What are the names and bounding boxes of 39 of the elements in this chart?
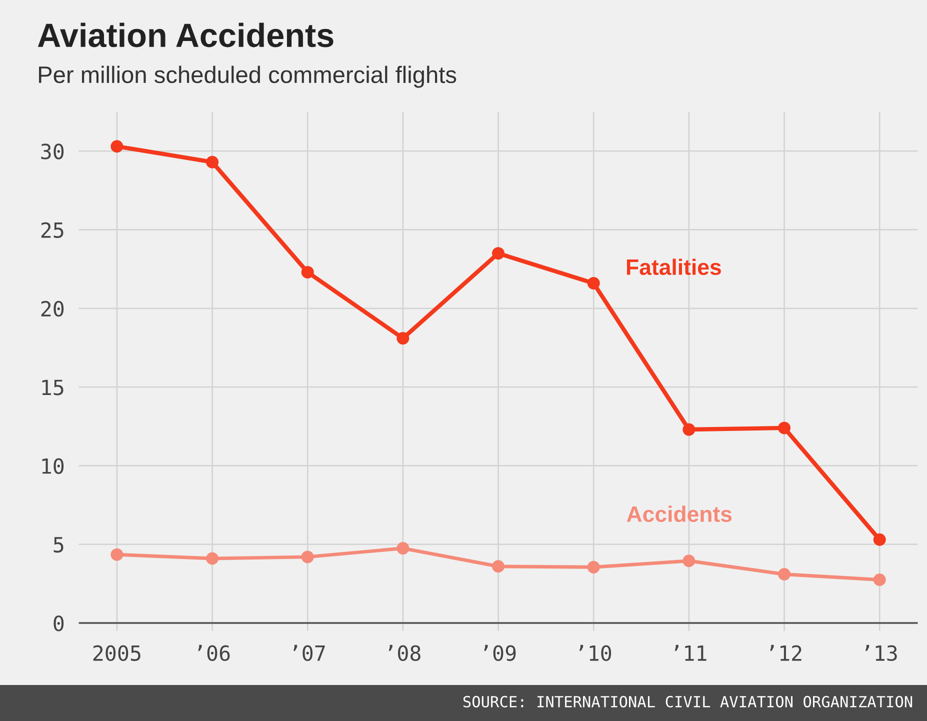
x-tick-label: ’06 — [198, 644, 230, 661]
y-tick-label: 20 — [41, 300, 64, 317]
y-tick-label: 10 — [42, 458, 64, 474]
x-tick-label: ’13 — [865, 644, 897, 661]
x-tick-label: ’07 — [293, 644, 325, 661]
x-tick-label: ’12 — [770, 644, 802, 661]
source-note: SOURCE: INTERNATIONAL CIVIL AVIATION ORGANIZATION — [463, 696, 912, 708]
x-tick-label: ’09 — [484, 644, 516, 661]
point — [492, 560, 505, 573]
point — [873, 533, 886, 546]
x-tick-label: ’08 — [388, 644, 420, 661]
point — [206, 156, 219, 168]
series-label: Fatalities — [627, 258, 721, 276]
y-tick-label: 25 — [41, 222, 64, 238]
point — [873, 574, 886, 586]
point — [682, 554, 696, 568]
x-tick-label: ’10 — [579, 644, 612, 661]
point — [778, 422, 791, 434]
x-tick-label: 2005 — [93, 645, 140, 661]
point — [587, 276, 600, 290]
x-tick-label: ’11 — [674, 644, 706, 661]
point — [396, 542, 410, 555]
point — [301, 550, 314, 564]
point — [206, 552, 219, 565]
point — [110, 140, 124, 153]
point — [682, 423, 696, 436]
y-tick-label: 0 — [54, 616, 64, 632]
point — [587, 560, 600, 574]
point — [778, 568, 791, 580]
point — [110, 548, 124, 561]
chart-subtitle: Per million scheduled commercial flights — [39, 66, 456, 88]
y-tick-label: 15 — [42, 380, 64, 396]
chart-title: Aviation Accidents — [38, 22, 334, 48]
point — [396, 332, 410, 345]
point — [301, 266, 314, 278]
y-tick-label: 30 — [41, 144, 64, 160]
point — [492, 247, 505, 260]
y-tick-label: 5 — [54, 537, 64, 553]
series-label: Accidents — [626, 506, 732, 522]
